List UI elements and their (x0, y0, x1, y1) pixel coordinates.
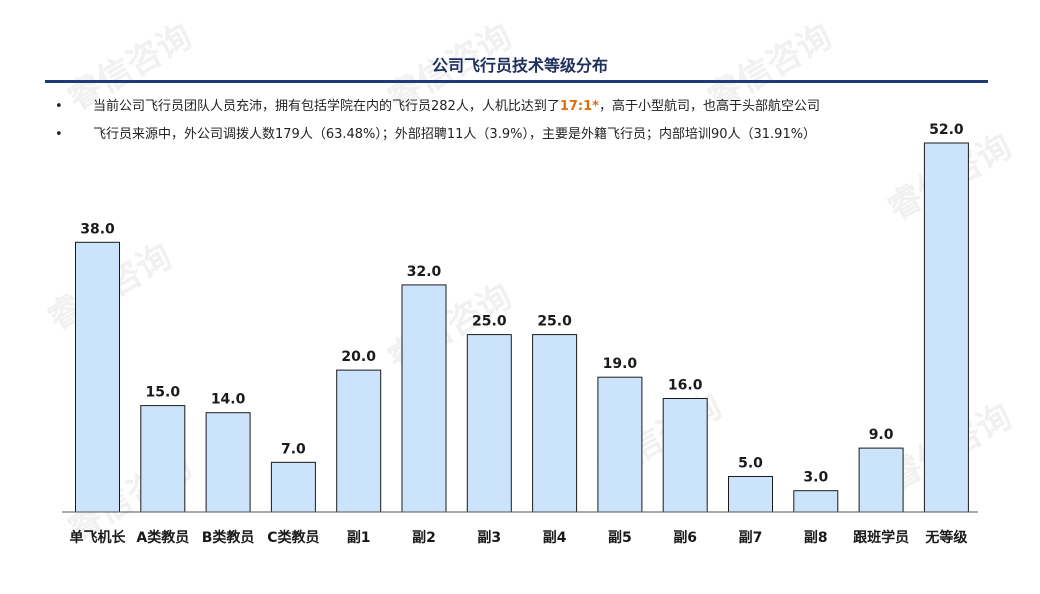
category-label: B类教员 (202, 529, 255, 546)
value-label: 3.0 (803, 470, 828, 486)
bullet-icon: • (55, 99, 63, 114)
note-item: • 飞行员来源中，外公司调拨人数179人（63.48%）；外部招聘11人（3.9… (55, 124, 915, 146)
bar-B类教员 (205, 412, 251, 513)
note-highlight: 17:1* (559, 99, 599, 114)
bar-副3 (466, 334, 512, 513)
bar-无等级 (923, 142, 969, 513)
category-label: 单飞机长 (70, 529, 127, 546)
bullet-icon: • (55, 127, 63, 142)
notes-list: • 当前公司飞行员团队人员充沛，拥有包括学院在内的飞行员282人，人机比达到了1… (55, 96, 915, 152)
category-label: C类教员 (267, 529, 319, 546)
bar-副1 (336, 369, 382, 513)
bar-副6 (662, 398, 708, 513)
category-label: 副2 (412, 530, 436, 546)
value-label: 52.0 (929, 122, 964, 138)
category-label: 副4 (543, 530, 567, 546)
bar-副4 (532, 334, 578, 513)
value-label: 25.0 (472, 314, 507, 330)
bar-单飞机长 (75, 241, 120, 513)
value-label: 9.0 (869, 427, 894, 443)
bar-副2 (401, 284, 447, 513)
value-label: 25.0 (537, 314, 572, 330)
category-label: 跟班学员 (853, 529, 909, 546)
category-label: A类教员 (136, 529, 189, 546)
bar-跟班学员 (858, 447, 904, 513)
value-label: 32.0 (407, 264, 442, 280)
category-label: 副5 (608, 530, 632, 546)
page-title: 公司飞行员技术等级分布 (431, 56, 608, 75)
title-divider (45, 80, 988, 83)
category-label: 副6 (673, 530, 697, 546)
category-label: 副1 (347, 530, 371, 546)
note-item: • 当前公司飞行员团队人员充沛，拥有包括学院在内的飞行员282人，人机比达到了1… (55, 96, 915, 118)
value-label: 38.0 (80, 221, 115, 237)
note-text-tail: ，高于小型航司，也高于头部航空公司 (598, 99, 820, 114)
value-label: 16.0 (668, 378, 703, 394)
bar-C类教员 (270, 461, 316, 513)
note-text: 飞行员来源中，外公司调拨人数179人（63.48%）；外部招聘11人（3.9%）… (93, 127, 817, 142)
value-label: 14.0 (211, 392, 246, 408)
category-label: 副3 (477, 530, 501, 546)
value-label: 15.0 (146, 385, 181, 401)
note-text: 当前公司飞行员团队人员充沛，拥有包括学院在内的飞行员282人，人机比达到了 (93, 99, 560, 114)
value-label: 20.0 (341, 349, 376, 365)
category-label: 副8 (804, 530, 828, 546)
bar-A类教员 (140, 405, 186, 513)
value-label: 19.0 (603, 356, 638, 372)
category-label: 副7 (739, 530, 763, 546)
bar-副7 (728, 476, 773, 513)
bar-副5 (597, 376, 643, 513)
bar-副8 (793, 490, 839, 513)
category-label: 无等级 (924, 529, 968, 546)
value-label: 7.0 (281, 441, 306, 457)
value-label: 5.0 (738, 456, 763, 472)
